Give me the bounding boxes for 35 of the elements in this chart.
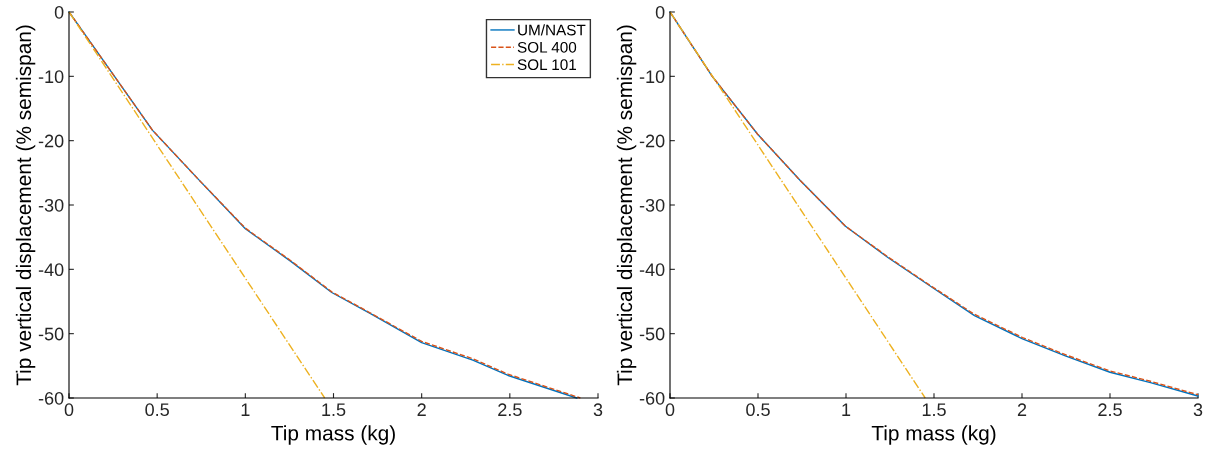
x-tick-label: 1 [842,403,851,416]
y-tick-label: 0 [655,5,665,19]
x-tick-label: 2 [417,403,426,416]
x-tick-label: 0.5 [746,403,770,417]
x-axis-title: Tip mass (kg) [871,425,996,445]
y-tick-label: -60 [639,391,665,405]
legend-label: UM/NAST [518,24,586,36]
legend-label: SOL 400 [517,41,577,53]
y-tick-label: -40 [639,263,665,277]
y-tick-label: -10 [639,70,665,84]
x-tick-label: 0 [64,403,74,417]
y-tick-label: -30 [639,198,665,212]
x-tick-label: 0.5 [145,403,169,417]
y-tick-label: -30 [38,198,64,212]
y-tick-label: -40 [38,263,64,277]
y-tick-label: -50 [639,327,665,341]
y-tick-label: -60 [38,391,64,405]
y-tick-label: -10 [38,70,64,84]
x-tick-label: 2 [1017,403,1027,416]
x-tick-label: 0 [665,403,675,417]
x-tick-label: 1.5 [322,403,346,417]
y-tick-label: 0 [54,5,64,19]
y-tick-label: -50 [38,327,64,341]
x-tick-label: 1.5 [922,403,946,417]
x-tick-label: 2.5 [1098,403,1122,417]
x-tick-label: 3 [593,403,603,417]
x-tick-label: 1 [241,403,250,416]
y-axis-title: Tip vertical displacement (% semispan) [15,25,36,386]
y-tick-label: -20 [639,134,665,148]
x-tick-label: 2.5 [498,403,522,417]
y-axis-title: Tip vertical displacement (% semispan) [616,25,637,386]
x-tick-label: 3 [1193,403,1203,417]
y-tick-label: -20 [38,134,64,148]
x-axis-title: Tip mass (kg) [271,425,395,445]
legend-label: SOL 101 [517,59,577,71]
